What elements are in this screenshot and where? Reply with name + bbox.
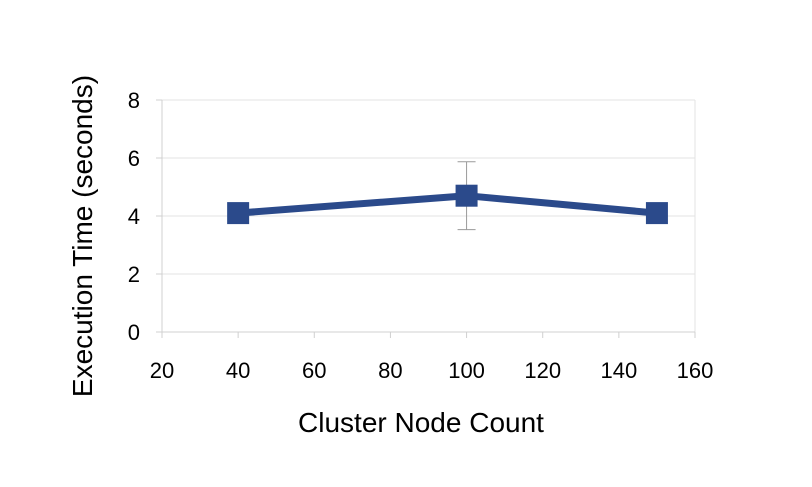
x-tick-label-100: 100 (448, 358, 485, 383)
series-line-0 (237, 192, 658, 217)
data-point-100 (455, 184, 478, 207)
x-tick-label-60: 60 (302, 358, 326, 383)
data-markers (227, 184, 668, 225)
x-tick-label-140: 140 (600, 358, 637, 383)
y-tick-labels: 0 2 4 6 8 (128, 88, 140, 345)
series-group (237, 192, 658, 217)
grid-lines (162, 99, 696, 332)
y-tick-label-4: 4 (128, 204, 140, 229)
x-tick-labels: 20 40 60 80 100 120 140 160 (150, 358, 714, 383)
x-tick-label-120: 120 (524, 358, 561, 383)
y-tick-label-6: 6 (128, 146, 140, 171)
x-axis-title: Cluster Node Count (298, 407, 544, 438)
x-tick-label-160: 160 (677, 358, 714, 383)
data-point-150 (645, 202, 668, 225)
y-tick-label-2: 2 (128, 262, 140, 287)
y-tick-label-0: 0 (128, 320, 140, 345)
y-axis-title: Execution Time (seconds) (67, 75, 98, 397)
x-tick-label-20: 20 (150, 358, 174, 383)
axes (156, 99, 696, 338)
x-tick-label-40: 40 (226, 358, 250, 383)
data-point-40 (227, 202, 250, 225)
y-tick-label-8: 8 (128, 88, 140, 113)
x-tick-label-80: 80 (378, 358, 402, 383)
